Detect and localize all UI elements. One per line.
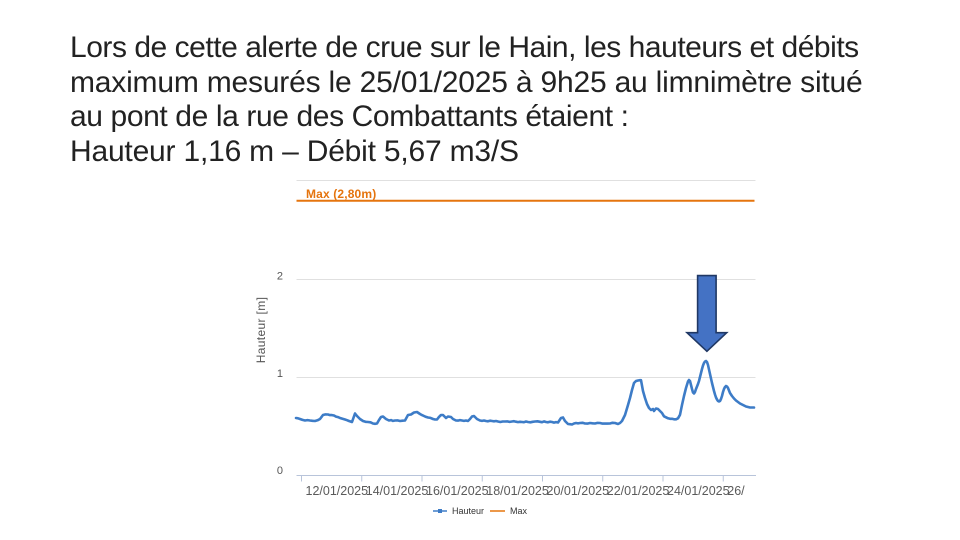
svg-text:Hauteur: Hauteur xyxy=(452,506,484,516)
svg-text:16/01/2025: 16/01/2025 xyxy=(426,484,489,498)
svg-text:14/01/2025: 14/01/2025 xyxy=(366,484,429,498)
svg-text:Hauteur [m]: Hauteur [m] xyxy=(254,297,268,364)
svg-text:Max: Max xyxy=(510,506,528,516)
svg-text:20/01/2025: 20/01/2025 xyxy=(547,484,610,498)
svg-text:24/01/2025: 24/01/2025 xyxy=(667,484,730,498)
svg-text:0: 0 xyxy=(277,465,283,477)
svg-text:1: 1 xyxy=(277,368,283,380)
svg-text:26/: 26/ xyxy=(727,484,745,498)
svg-text:12/01/2025: 12/01/2025 xyxy=(306,484,369,498)
svg-text:22/01/2025: 22/01/2025 xyxy=(607,484,670,498)
svg-text:Max (2,80m): Max (2,80m) xyxy=(306,187,376,201)
svg-text:2: 2 xyxy=(277,271,283,283)
svg-text:18/01/2025: 18/01/2025 xyxy=(486,484,549,498)
